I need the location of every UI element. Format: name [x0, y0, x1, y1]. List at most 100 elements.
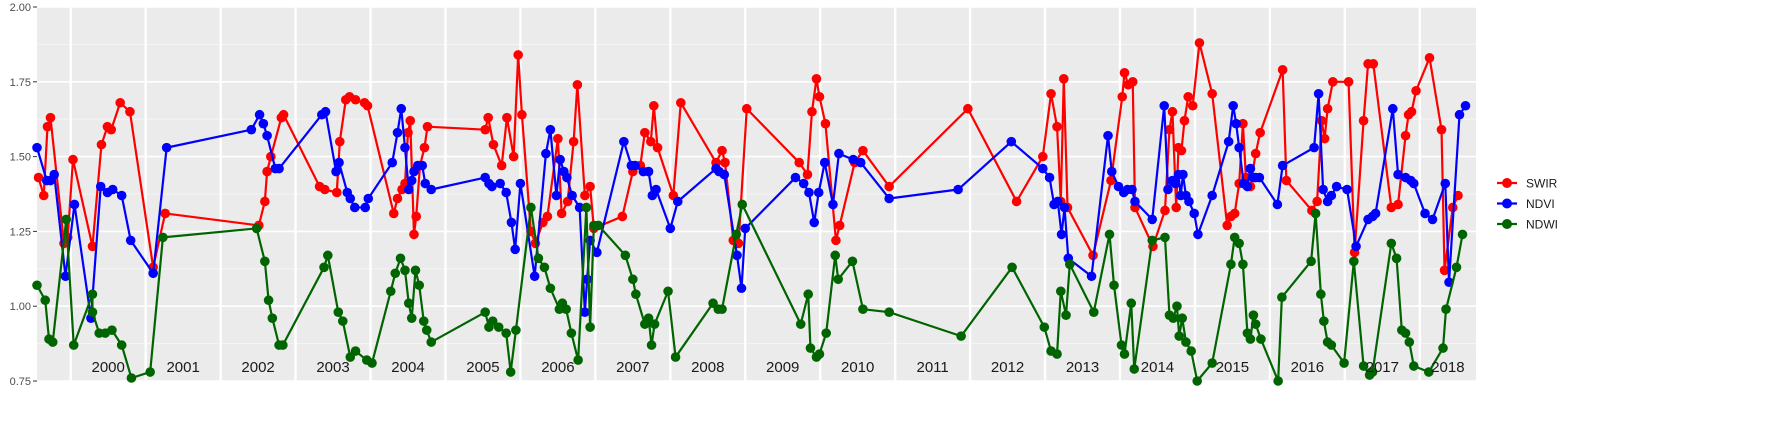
data-point [831, 235, 841, 246]
data-point [1187, 100, 1198, 111]
y-tick-label: 1.75 [10, 77, 31, 89]
data-point [1086, 271, 1097, 282]
data-point [1172, 301, 1182, 312]
legend-key-point [1502, 198, 1512, 209]
data-point [161, 142, 172, 153]
data-point [833, 274, 843, 285]
year-label: 2015 [1216, 359, 1249, 376]
year-label: 2013 [1066, 359, 1099, 376]
year-label: 2007 [616, 359, 649, 376]
data-point [420, 178, 431, 189]
data-point [1391, 253, 1402, 264]
data-point [1404, 337, 1415, 347]
data-point [1460, 100, 1471, 111]
data-point [278, 109, 289, 120]
data-point [262, 166, 272, 177]
data-point [1234, 142, 1244, 153]
data-point [1055, 286, 1066, 297]
data-point [1457, 229, 1468, 240]
data-point [1207, 88, 1217, 99]
data-point [809, 217, 820, 228]
data-point [260, 196, 270, 207]
data-point [1052, 196, 1063, 207]
data-point [87, 289, 98, 300]
data-point [1322, 103, 1333, 114]
data-point [585, 322, 595, 332]
data-point [858, 145, 868, 156]
data-point [830, 250, 840, 261]
data-point [107, 184, 118, 195]
data-point [116, 340, 127, 350]
data-point [403, 184, 414, 195]
year-label: 2009 [766, 359, 799, 376]
data-point [731, 229, 742, 240]
data-point [87, 307, 98, 317]
data-point [267, 313, 278, 323]
data-point [160, 208, 170, 219]
data-point [717, 145, 727, 156]
data-point [367, 358, 377, 368]
data-point [1126, 298, 1137, 309]
data-point [805, 343, 816, 353]
data-point [1167, 106, 1178, 117]
data-point [566, 328, 577, 338]
data-point [1441, 304, 1451, 314]
data-point [405, 115, 416, 126]
data-point [61, 214, 72, 225]
data-point [45, 112, 56, 123]
data-point [1248, 310, 1259, 320]
data-point [802, 169, 813, 180]
data-point [1423, 367, 1434, 377]
data-point [814, 91, 825, 102]
data-point [331, 187, 342, 198]
legend-item-ndvi: NDVI [1497, 197, 1555, 211]
series-layer: 2000 2001 2002 2003 2004 2005 2006 2007 2008 2009… [32, 38, 1471, 386]
data-point [107, 325, 117, 335]
data-point [545, 124, 556, 135]
data-point [262, 130, 272, 141]
data-point [574, 202, 585, 213]
data-point [1238, 259, 1248, 270]
data-point [580, 307, 590, 317]
data-point [1273, 376, 1283, 386]
data-point [1242, 181, 1253, 192]
data-point [1238, 118, 1248, 129]
data-point [1424, 53, 1435, 63]
data-point [392, 193, 403, 204]
data-point [1254, 172, 1265, 183]
year-label: 2011 [916, 359, 948, 376]
data-point [323, 250, 333, 261]
data-point [1454, 109, 1465, 120]
data-point [1331, 181, 1342, 192]
data-point [263, 295, 274, 306]
data-point [676, 97, 686, 108]
data-point [646, 340, 657, 350]
data-point [414, 280, 425, 291]
y-tick-label: 2.00 [10, 2, 31, 14]
data-point [1044, 172, 1055, 183]
data-point [125, 106, 135, 117]
data-point [1104, 229, 1115, 240]
data-point [1420, 208, 1430, 219]
year-label: 2018 [1431, 359, 1464, 376]
data-point [1056, 229, 1067, 240]
data-point [553, 133, 563, 144]
data-point [387, 157, 398, 168]
data-point [649, 319, 660, 329]
data-point [670, 352, 681, 362]
data-point [493, 322, 504, 332]
data-point [561, 304, 571, 314]
legend-label: SWIR [1526, 177, 1558, 191]
data-point [1339, 358, 1349, 368]
data-point [158, 232, 168, 243]
data-point [620, 250, 631, 261]
data-point [320, 106, 331, 117]
data-point [1406, 106, 1417, 117]
data-point [719, 169, 730, 180]
data-point [38, 190, 49, 201]
data-point [419, 142, 430, 153]
data-point [390, 268, 401, 279]
year-label: 2001 [166, 359, 199, 376]
data-point [814, 349, 825, 359]
data-point [409, 229, 419, 240]
